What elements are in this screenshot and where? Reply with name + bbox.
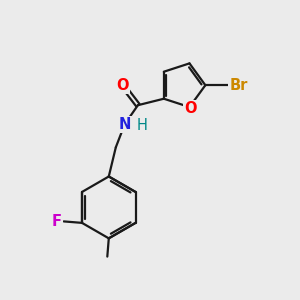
Text: H: H — [137, 118, 148, 133]
Text: N: N — [118, 117, 131, 132]
Text: F: F — [52, 214, 62, 229]
Text: O: O — [184, 101, 196, 116]
Text: Br: Br — [229, 78, 248, 93]
Text: O: O — [116, 78, 129, 93]
